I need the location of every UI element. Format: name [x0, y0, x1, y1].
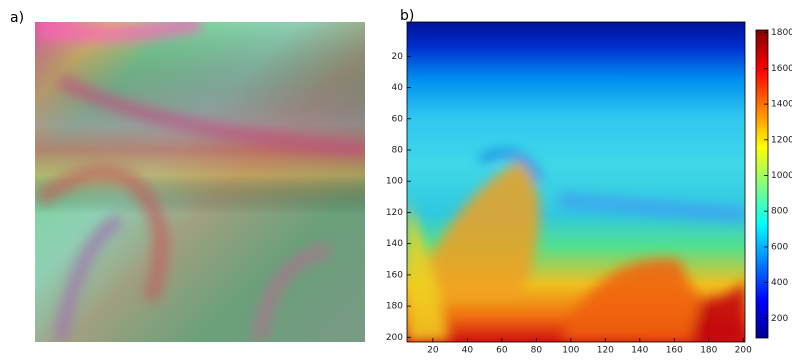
colorbar-tick-label: 200	[771, 314, 788, 324]
x-tick-label: 80	[531, 346, 543, 356]
y-tick-label: 100	[386, 177, 403, 187]
x-tick-label: 140	[631, 346, 648, 356]
colorbar-tick-label: 1400	[771, 100, 792, 110]
x-tick-label: 180	[700, 346, 717, 356]
panel-label: a)	[10, 10, 24, 26]
x-tick-label: 160	[666, 346, 683, 356]
x-tick-label: 20	[427, 346, 439, 356]
y-tick-label: 20	[392, 52, 404, 62]
y-tick-label: 200	[386, 333, 403, 343]
colorbar-tick-label: 400	[771, 278, 788, 288]
x-tick-label: 100	[562, 346, 579, 356]
colorbar	[755, 29, 769, 339]
y-tick-label: 140	[386, 239, 403, 249]
colorbar-tick-label: 800	[771, 207, 788, 217]
colorbar-tick-label: 1600	[771, 64, 792, 74]
colorbar-tick-label: 1000	[771, 171, 792, 181]
colorbar-tick-label: 1800	[771, 28, 792, 38]
y-tick-label: 40	[392, 83, 404, 93]
y-tick-label: 120	[386, 208, 403, 218]
y-tick-label: 80	[392, 146, 404, 156]
x-tick-label: 40	[462, 346, 474, 356]
x-tick-label: 60	[496, 346, 508, 356]
colorbar-tick-label: 600	[771, 242, 788, 252]
x-tick-label: 200	[735, 346, 752, 356]
plot-frame	[406, 21, 746, 343]
y-tick-label: 160	[386, 270, 403, 280]
panel-label: b)	[400, 8, 414, 24]
y-tick-label: 180	[386, 302, 403, 312]
x-tick-label: 120	[597, 346, 614, 356]
heatmap-image	[407, 22, 745, 342]
colorbar-tick-label: 1200	[771, 135, 792, 145]
photo	[35, 22, 365, 342]
y-tick-label: 60	[392, 114, 404, 124]
